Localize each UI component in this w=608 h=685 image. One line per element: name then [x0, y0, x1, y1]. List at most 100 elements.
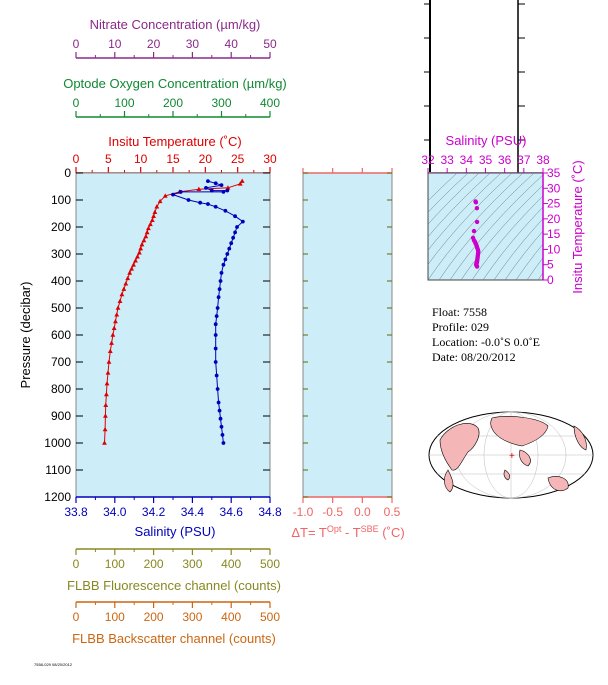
- backscatter-tick-label: 400: [221, 610, 241, 624]
- pressure-tick-label: 500: [51, 301, 71, 315]
- temp-series-point: [135, 254, 140, 259]
- temp-series-point: [157, 198, 163, 204]
- ts-y-tick-label: 30: [547, 181, 561, 195]
- oxygen-axis-label: Optode Oxygen Concentration (µm/kg): [63, 76, 287, 91]
- sal-series-point: [206, 202, 210, 206]
- pressure-tick-label: 1200: [44, 490, 71, 504]
- temp-series-point: [127, 270, 133, 275]
- temp-series-point: [239, 178, 245, 183]
- ts-density-contour: [526, 257, 543, 280]
- sal-series-point: [229, 241, 234, 246]
- sal-series-point: [213, 333, 218, 337]
- salinity-series: [171, 179, 245, 445]
- ts-x-tick-label: 32: [421, 153, 435, 167]
- delta-t-panel: -1.0 -0.5 0.0 0.5 ΔT= TOpt - TSBE (˚C): [291, 168, 405, 540]
- temp-series-point: [105, 370, 111, 375]
- ts-inset-plot-area: [427, 172, 544, 281]
- temperature-ticks: 0 5 10 15 20 25 30: [73, 152, 277, 174]
- ts-x-tick-label: 37: [517, 153, 531, 167]
- pressure-tick-label: 1000: [44, 436, 71, 450]
- sal-series-point: [171, 192, 175, 197]
- ts-point: [474, 264, 480, 269]
- sal-series-point: [220, 433, 225, 437]
- sal-series-point: [178, 190, 183, 194]
- temperature-tick-label: 10: [134, 152, 148, 166]
- fluorescence-tick-label: 100: [105, 557, 125, 571]
- pressure-tick-label: 300: [51, 247, 71, 261]
- ts-point: [474, 219, 480, 225]
- temp-series-point: [123, 281, 129, 286]
- ts-x-tick-label: 35: [479, 153, 493, 167]
- ts-point: [471, 228, 477, 234]
- temp-series-point: [225, 185, 231, 190]
- delta-t-tick-label: -0.5: [322, 505, 343, 519]
- main-profile-panel: 0 100 200 300 400 500 600 700 800 900 1000 1100 1200…: [18, 166, 271, 504]
- sal-series-point: [214, 314, 219, 318]
- oxygen-tick-label: 100: [114, 96, 134, 110]
- pressure-tick-label: 600: [51, 328, 71, 342]
- sal-series-point: [216, 400, 221, 405]
- ts-density-contour: [449, 174, 543, 280]
- sal-series-point: [231, 235, 236, 240]
- sal-series-point: [240, 219, 245, 224]
- temp-series-point: [106, 359, 112, 364]
- pressure-tick-label: 0: [64, 166, 71, 180]
- fluorescence-tick-label: 500: [260, 557, 280, 571]
- salinity-tick-label: 34.8: [258, 505, 282, 519]
- sal-series-point: [215, 387, 220, 391]
- fluorescence-axis-label: FLBB Fluorescence channel (counts): [67, 578, 281, 593]
- ts-density-contour: [428, 173, 502, 251]
- ts-inset-density-contours: [428, 173, 543, 280]
- sal-series-point: [186, 198, 191, 202]
- temp-series-point: [117, 298, 123, 304]
- salinity-axis: 33.8 34.0 34.2 34.4 34.6 34.8 Salinity (PSU): [64, 496, 282, 539]
- backscatter-ticks: 0 100 200 300 400 500: [73, 601, 280, 624]
- ts-density-contour: [428, 173, 480, 225]
- temp-series-point: [131, 262, 136, 267]
- nitrate-tick-label: 40: [225, 37, 239, 51]
- pressure-ticks: 0 100 200 300 400 500 600 700 800 900 1000 1100 1200: [44, 166, 270, 504]
- float-id: Float: 7558: [432, 305, 487, 319]
- temp-series-point: [113, 318, 118, 324]
- sal-series-point: [223, 257, 228, 262]
- nitrate-tick-label: 0: [73, 37, 80, 51]
- temp-series-point: [133, 258, 138, 263]
- temp-series-point: [114, 312, 120, 317]
- temperature-axis: Insitu Temperature (˚C) 0 5 10 15 20 25 30: [73, 134, 277, 174]
- ts-y-tick-label: 20: [547, 212, 561, 226]
- ts-x-tick-label: 36: [498, 153, 512, 167]
- pressure-tick-label: 800: [51, 382, 71, 396]
- temp-series-point: [103, 402, 109, 407]
- temp-series-point: [110, 332, 116, 337]
- profile-number: Profile: 029: [432, 320, 489, 334]
- ts-density-contour: [493, 218, 543, 280]
- oxygen-tick-label: 400: [260, 96, 280, 110]
- temp-series-point: [146, 225, 151, 231]
- oxygen-ticks: 0 100 200 300 400: [73, 96, 280, 118]
- sal-series-point: [227, 246, 232, 251]
- date: Date: 08/20/2012: [432, 350, 516, 364]
- ts-y-tick-label: 5: [547, 258, 554, 272]
- sal-series-point: [218, 279, 223, 283]
- sal-series-point: [213, 346, 218, 351]
- ts-y-tick-label: 15: [547, 227, 561, 241]
- ts-density-contour: [504, 230, 543, 280]
- nitrate-axis: Nitrate Concentration (µm/kg) 0 10 20 30 40 5…: [73, 17, 277, 59]
- sal-series-point: [213, 204, 218, 209]
- fluorescence-axis: 0 100 200 300 400 500 FLBB Fluorescence chann…: [67, 548, 281, 593]
- temp-series-point: [196, 186, 202, 191]
- backscatter-tick-label: 0: [73, 610, 80, 624]
- sal-series-point: [213, 360, 218, 364]
- temp-series-point: [151, 213, 156, 218]
- sal-series-point: [225, 252, 230, 256]
- location: Location: -0.0˚S 0.0˚E: [432, 335, 540, 349]
- ts-density-contour: [428, 173, 524, 280]
- temp-series-point: [125, 275, 131, 281]
- ts-density-contour: [428, 173, 469, 213]
- sal-series-point: [213, 322, 218, 327]
- sal-series-point: [218, 416, 223, 421]
- fluorescence-tick-label: 400: [221, 557, 241, 571]
- fluorescence-ticks: 0 100 200 300 400 500: [73, 548, 280, 571]
- temperature-series: [102, 178, 245, 445]
